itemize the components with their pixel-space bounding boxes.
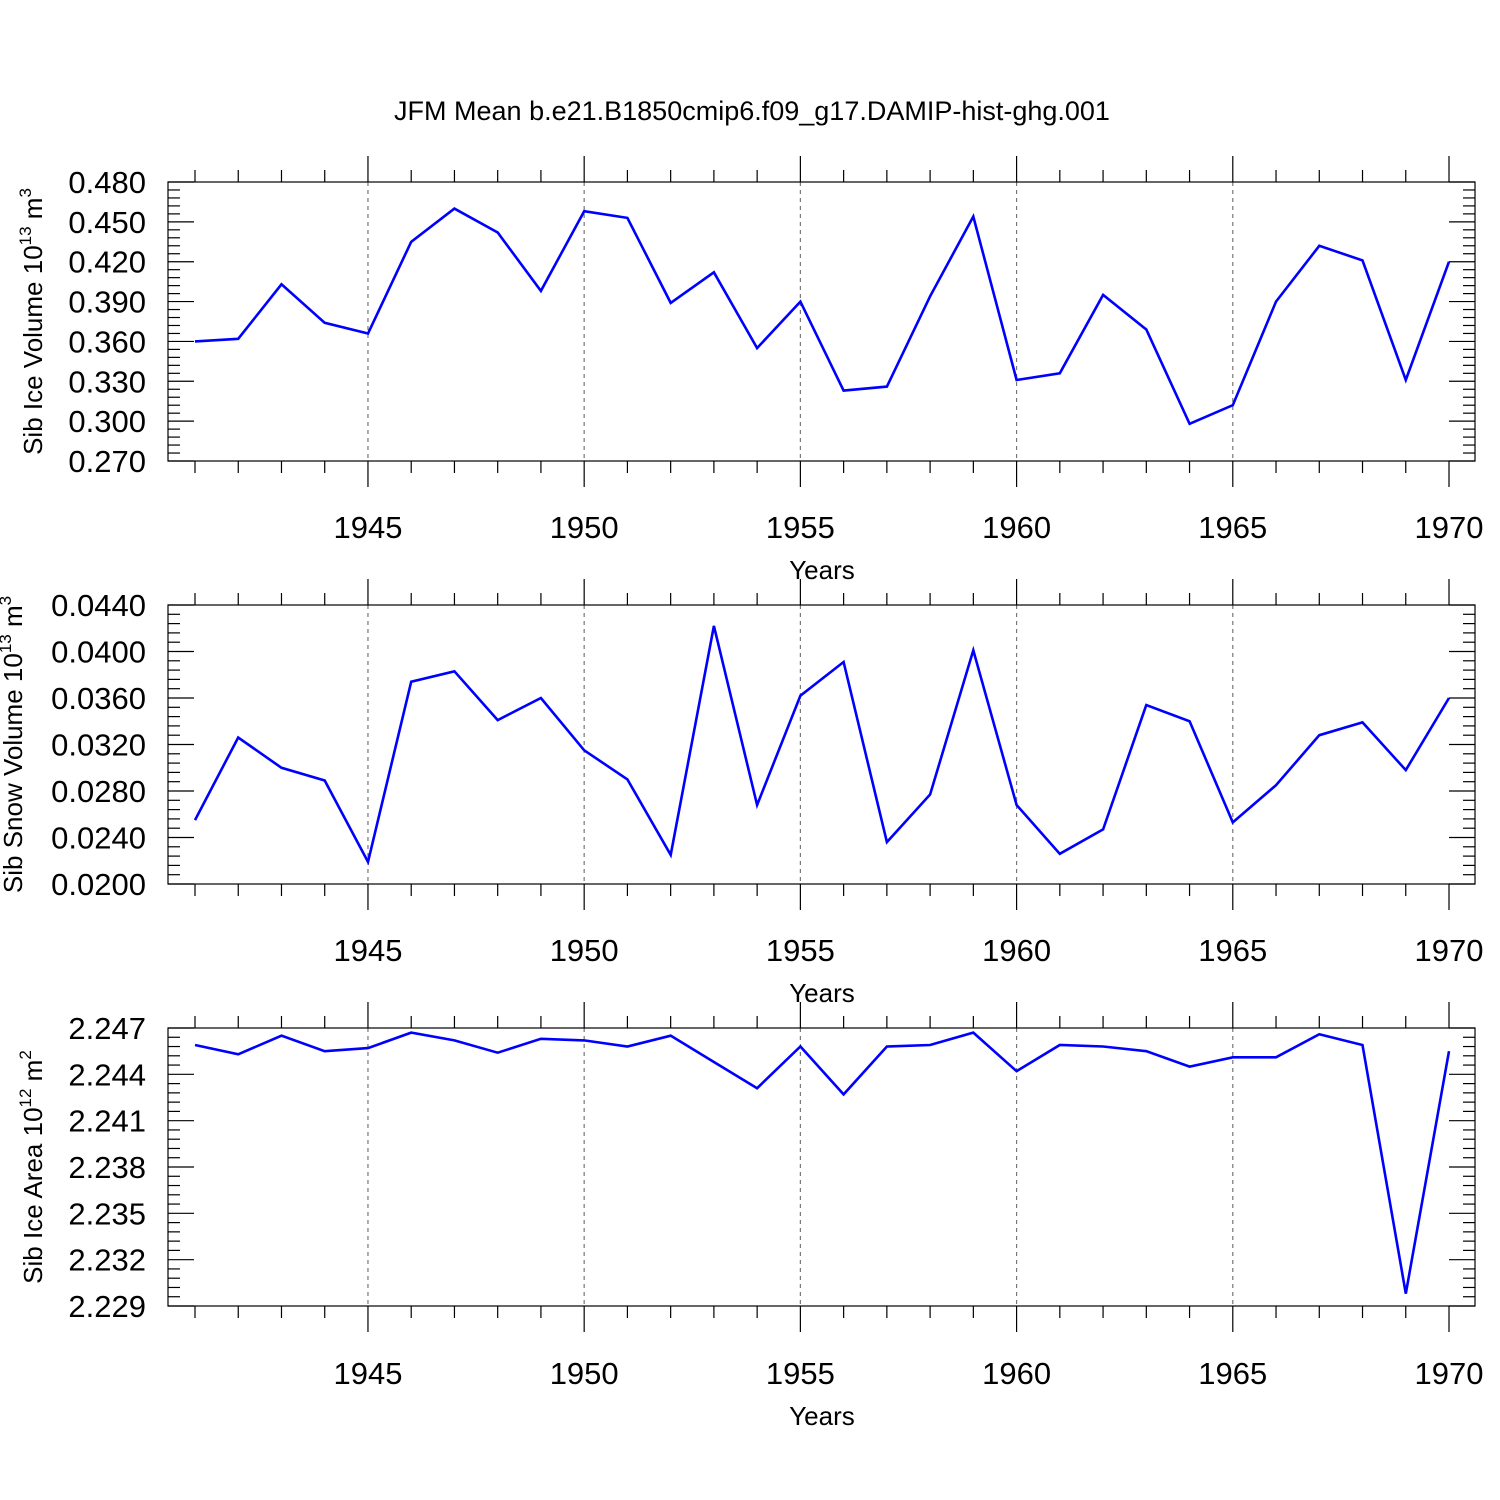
x-tick-label-1970: 1970 — [1415, 1356, 1484, 1391]
y-tick-label: 0.0360 — [51, 681, 146, 716]
y-tick-label: 0.390 — [68, 285, 146, 320]
y-tick-label: 2.238 — [68, 1150, 146, 1185]
x-tick-label-1970: 1970 — [1415, 510, 1484, 545]
x-tick-label-1950: 1950 — [550, 933, 619, 968]
y-axis-title: Sib Ice Area 1012 m2 — [16, 1050, 48, 1284]
x-tick-label-1965: 1965 — [1198, 1356, 1267, 1391]
y-tick-label: 0.270 — [68, 444, 146, 479]
y-tick-label: 2.229 — [68, 1289, 146, 1324]
y-tick-label: 2.235 — [68, 1196, 146, 1231]
x-tick-label-1950: 1950 — [550, 1356, 619, 1391]
x-tick-label-1960: 1960 — [982, 510, 1051, 545]
y-axis-title: Sib Snow Volume 1013 m3 — [0, 596, 28, 893]
y-tick-label: 2.241 — [68, 1104, 146, 1139]
panel-ice-volume: 1945 1950 1955 1960 1965 1970 Years 0.270 0.300 0… — [16, 156, 1483, 585]
y-tick-label: 0.0400 — [51, 635, 146, 670]
series-line-snow-volume — [193, 625, 1451, 866]
panel-snow-volume: 1945 1950 1955 1960 1965 1970 Years 0.0200 0.024… — [0, 579, 1483, 1008]
y-tick-label: 0.360 — [68, 324, 146, 359]
x-axis-title: Years — [789, 555, 855, 585]
x-tick-label-1955: 1955 — [766, 933, 835, 968]
x-tick-label-1960: 1960 — [982, 1356, 1051, 1391]
x-tick-label-1945: 1945 — [333, 510, 402, 545]
x-tick-label-1960: 1960 — [982, 933, 1051, 968]
y-tick-label: 0.0200 — [51, 867, 146, 902]
plot-frame — [167, 181, 1476, 462]
x-tick-label-1965: 1965 — [1198, 510, 1267, 545]
y-tick-label: 0.330 — [68, 364, 146, 399]
y-tick-label: 0.480 — [68, 165, 146, 200]
y-axis-title: Sib Ice Volume 1013 m3 — [16, 188, 48, 455]
plot-frame — [167, 604, 1476, 885]
x-tick-label-1955: 1955 — [766, 1356, 835, 1391]
x-tick-label-1965: 1965 — [1198, 933, 1267, 968]
x-axis-title: Years — [789, 978, 855, 1008]
y-tick-label: 2.244 — [68, 1057, 146, 1092]
x-tick-label-1950: 1950 — [550, 510, 619, 545]
y-tick-label: 0.450 — [68, 205, 146, 240]
x-tick-label-1955: 1955 — [766, 510, 835, 545]
y-tick-label: 0.300 — [68, 404, 146, 439]
y-tick-label: 0.0320 — [51, 728, 146, 763]
x-tick-label-1945: 1945 — [333, 933, 402, 968]
x-tick-label-1945: 1945 — [333, 1356, 402, 1391]
series-line-ice-volume — [194, 207, 1451, 426]
y-tick-label: 0.0240 — [51, 821, 146, 856]
panels-group: 1945 1950 1955 1960 1965 1970 Years 0.270 0.300 0… — [0, 156, 1483, 1431]
x-tick-label-1970: 1970 — [1415, 933, 1484, 968]
series-line-ice-area — [194, 1031, 1451, 1294]
panel-ice-area: 1945 1950 1955 1960 1965 1970 Years 2.229 2.232 2… — [16, 1002, 1483, 1431]
x-axis-title: Years — [789, 1401, 855, 1431]
y-tick-label: 0.0280 — [51, 774, 146, 809]
y-tick-label: 0.420 — [68, 245, 146, 280]
y-tick-label: 2.232 — [68, 1243, 146, 1278]
y-tick-label: 0.0440 — [51, 588, 146, 623]
y-tick-label: 2.247 — [68, 1011, 146, 1046]
chart-title: JFM Mean b.e21.B1850cmip6.f09_g17.DAMIP-… — [394, 96, 1110, 126]
